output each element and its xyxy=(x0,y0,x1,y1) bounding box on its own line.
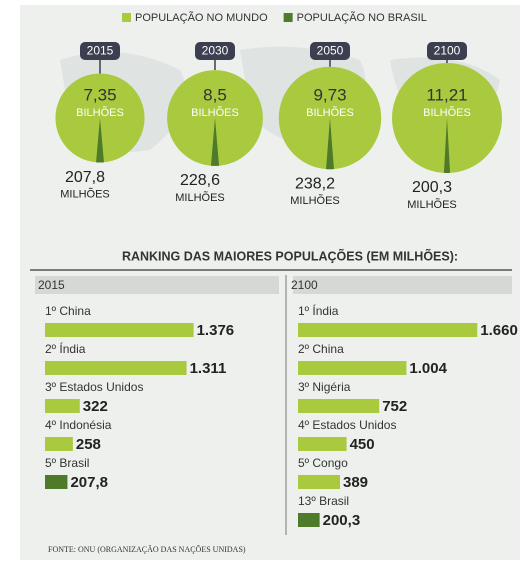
bar-label: 1º Índia xyxy=(298,303,339,318)
world-value: 8,5 xyxy=(203,85,227,104)
year-badge xyxy=(427,42,467,60)
bar-value: 1.004 xyxy=(409,360,447,377)
brazil-value: 207,8 xyxy=(65,169,105,186)
legend-swatch xyxy=(283,13,293,22)
bar-label: 5º Brasil xyxy=(45,456,89,470)
source: FONTE: ONU (ORGANIZAÇÃO DAS NAÇÕES UNIDA… xyxy=(48,544,246,554)
world-unit: BILHÕES xyxy=(306,106,354,119)
year-label: 2100 xyxy=(434,44,461,58)
brazil-value: 238,2 xyxy=(295,175,335,192)
bar xyxy=(298,437,347,451)
bar-label: 4º Indonésia xyxy=(45,418,112,432)
year-badge xyxy=(195,42,235,60)
bar-value: 200,3 xyxy=(323,512,361,529)
legend-label: POPULAÇÃO NO MUNDO xyxy=(135,11,268,24)
bar-label: 3º Nigéria xyxy=(298,380,351,394)
year-badge xyxy=(310,42,350,60)
world-unit: BILHÕES xyxy=(191,106,239,119)
bar xyxy=(45,399,80,413)
bar xyxy=(298,399,380,413)
bar xyxy=(298,475,341,489)
brazil-wedge xyxy=(443,118,451,173)
bar-value: 1.660 xyxy=(480,322,518,339)
bar-label: 4º Estados Unidos xyxy=(298,418,396,432)
bar xyxy=(45,323,194,337)
year-badge xyxy=(80,42,120,60)
brazil-wedge xyxy=(210,118,220,166)
panel-year: 2100 xyxy=(291,278,318,292)
bar xyxy=(298,361,407,375)
bar-value: 1.311 xyxy=(190,360,227,377)
legend-swatch xyxy=(122,13,131,22)
bar-value: 450 xyxy=(350,436,375,453)
legend-label: POPULAÇÃO NO BRASIL xyxy=(297,11,427,24)
brazil-wedge xyxy=(326,118,334,170)
brazil-unit: MILHÕES xyxy=(175,191,225,204)
bar xyxy=(45,437,73,451)
brazil-unit: MILHÕES xyxy=(60,187,110,200)
brazil-wedge xyxy=(96,118,104,163)
panel-year: 2015 xyxy=(38,278,65,292)
world-unit: BILHÕES xyxy=(76,106,124,119)
bar-value: 752 xyxy=(382,398,407,415)
year-label: 2015 xyxy=(87,44,114,58)
bar-value: 1.376 xyxy=(197,322,235,339)
brazil-value: 200,3 xyxy=(412,179,452,196)
year-label: 2050 xyxy=(317,44,344,58)
ranking-title: RANKING DAS MAIORES POPULAÇÕES (EM MILHÕ… xyxy=(122,248,458,263)
year-label: 2030 xyxy=(202,44,229,58)
brazil-value: 228,6 xyxy=(180,172,220,189)
bar-label: 2º Índia xyxy=(45,341,86,356)
bar-label: 13º Brasil xyxy=(298,494,349,508)
bar-value: 207,8 xyxy=(70,474,108,491)
bar xyxy=(298,323,478,337)
world-value: 7,35 xyxy=(83,85,116,104)
bar-value: 389 xyxy=(343,474,368,491)
bar xyxy=(45,475,68,489)
bar xyxy=(45,361,187,375)
bar-label: 3º Estados Unidos xyxy=(45,380,143,394)
bar-label: 5º Congo xyxy=(298,456,348,470)
world-value: 9,73 xyxy=(313,85,346,104)
world-value: 11,21 xyxy=(426,85,467,104)
panel-header xyxy=(35,276,279,294)
brazil-unit: MILHÕES xyxy=(407,198,457,211)
world-unit: BILHÕES xyxy=(423,106,471,119)
bar xyxy=(298,513,320,527)
bar-label: 2º China xyxy=(298,342,344,356)
bar-value: 322 xyxy=(83,398,108,415)
bar-label: 1º China xyxy=(45,304,91,318)
panel-header xyxy=(293,276,512,294)
bar-value: 258 xyxy=(76,436,101,453)
brazil-unit: MILHÕES xyxy=(290,194,340,207)
